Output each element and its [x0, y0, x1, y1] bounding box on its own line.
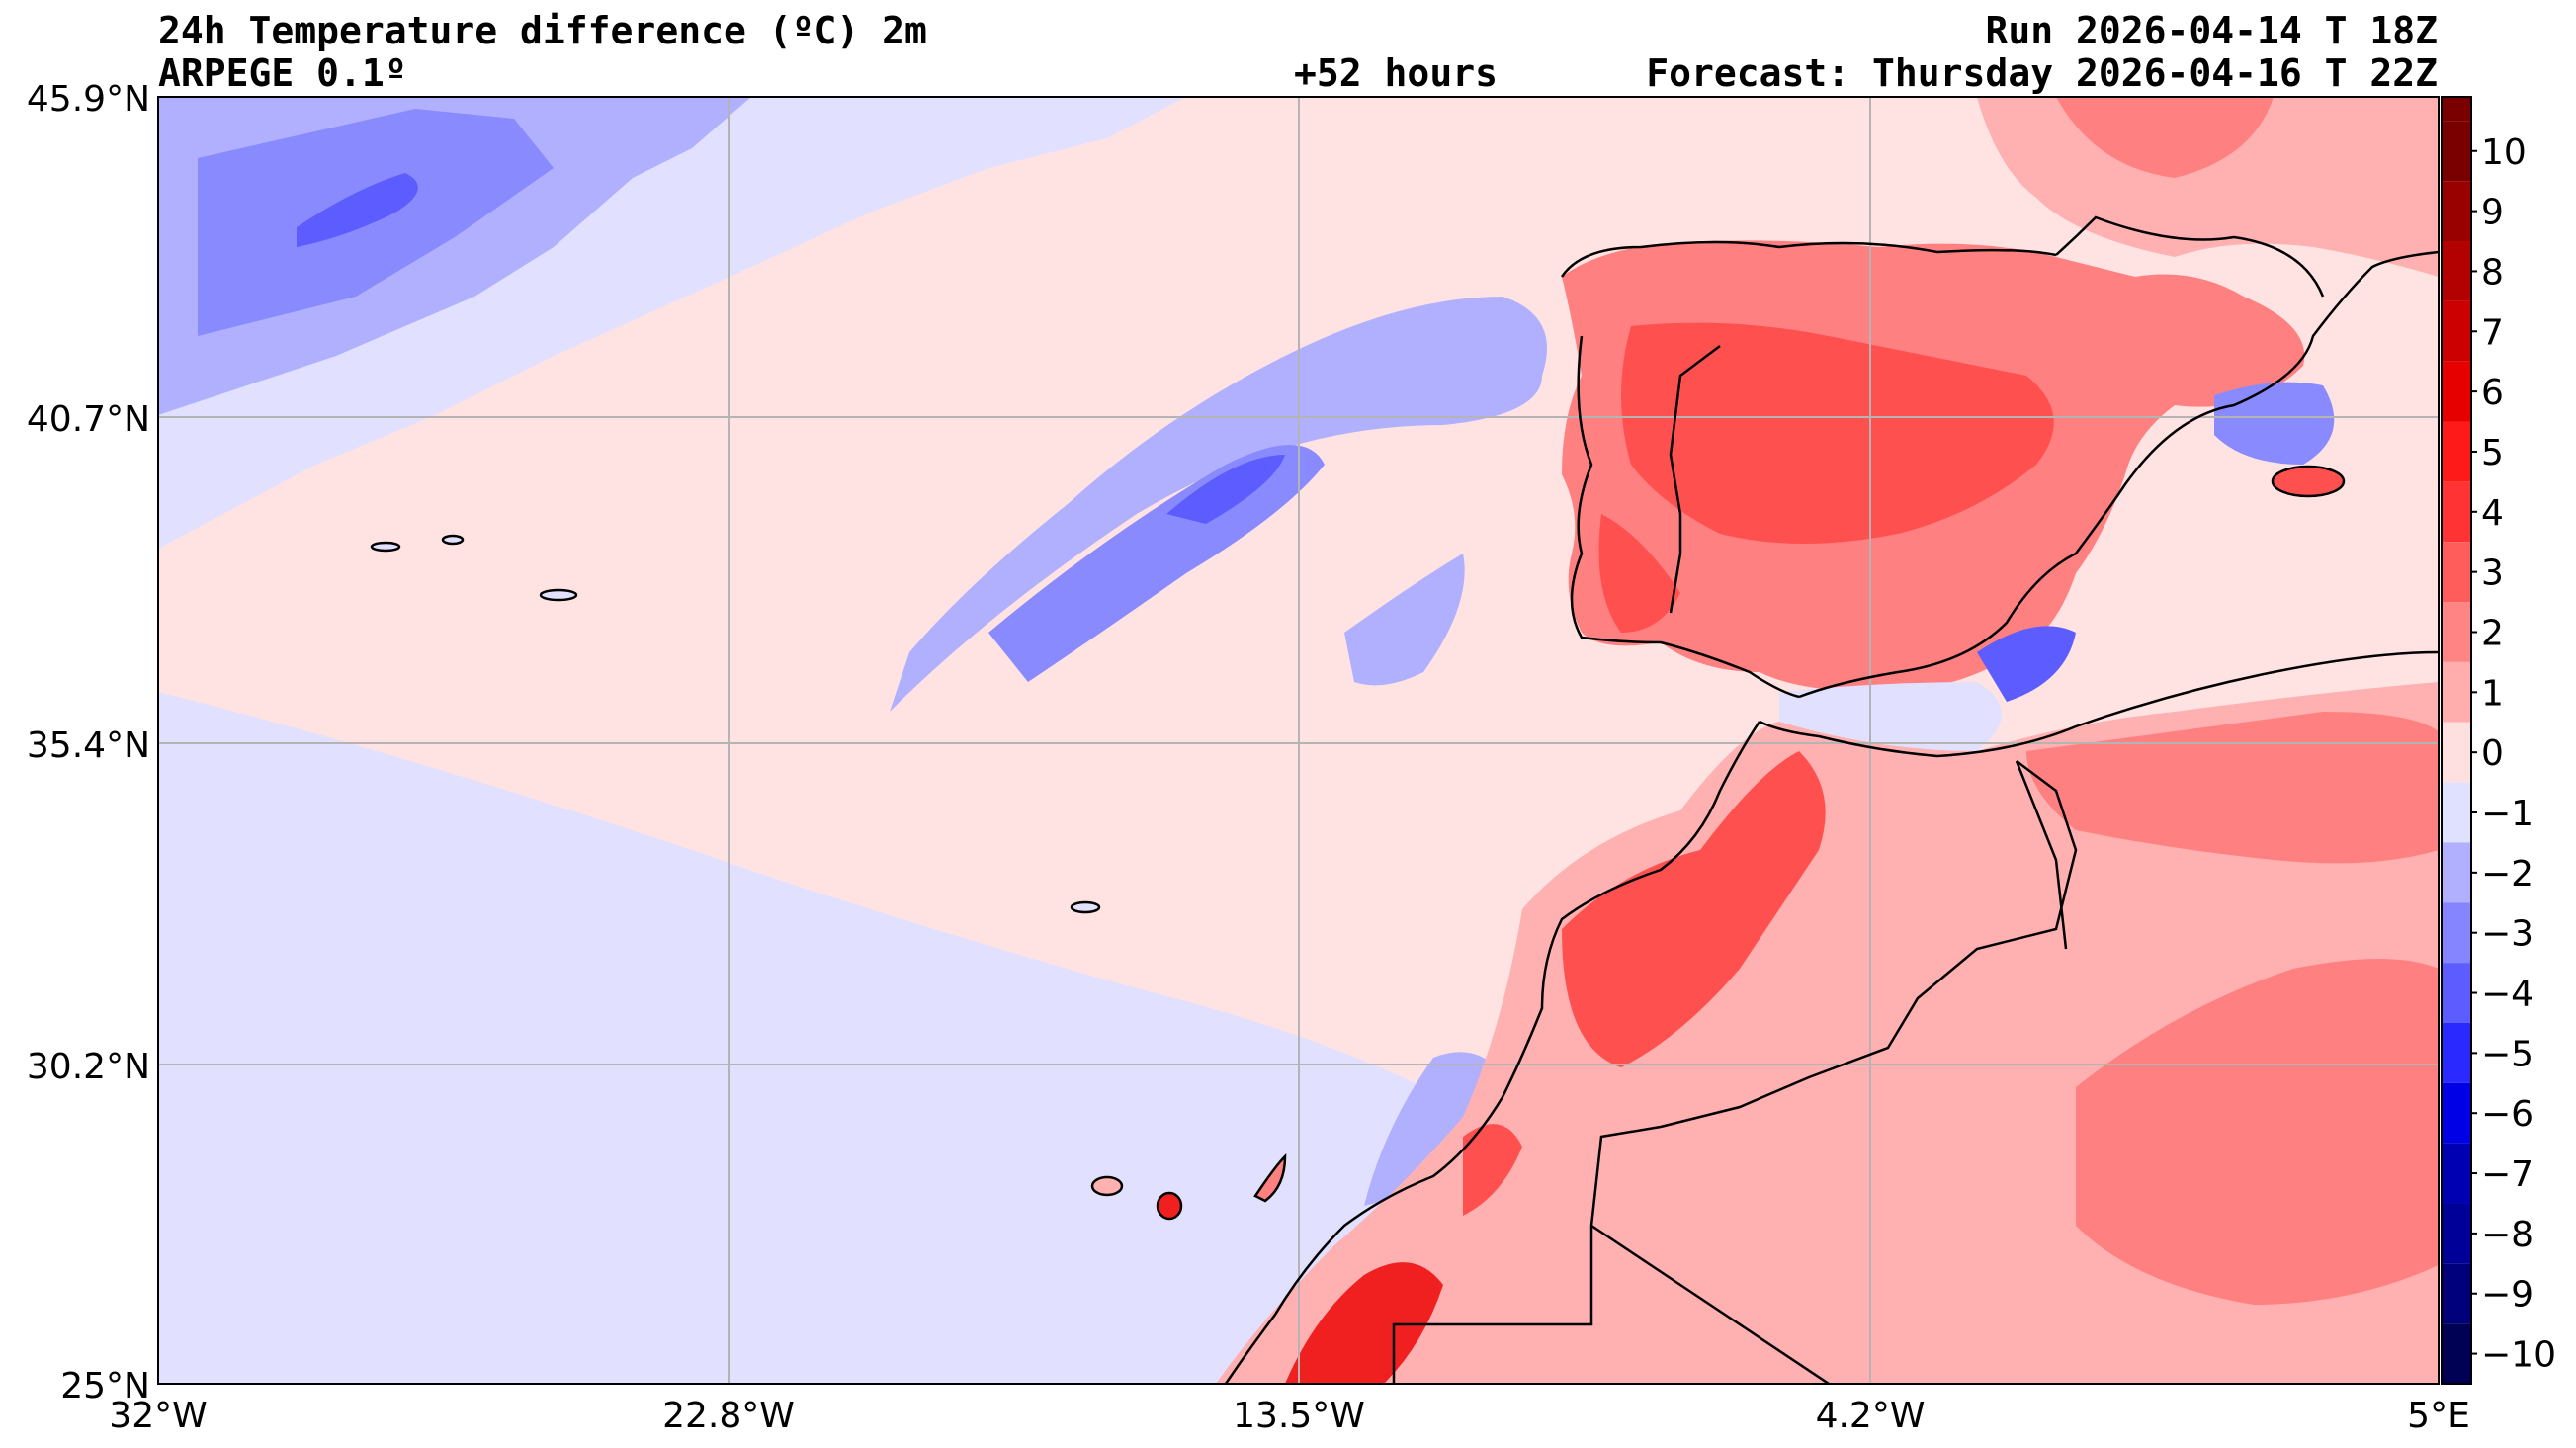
colorbar-label: −8 [2481, 1215, 2533, 1255]
colorbar-swatch [2442, 1022, 2471, 1083]
cool-tongue-central [890, 297, 1547, 712]
lat-tick-label: 35.4°N [27, 725, 150, 766]
colorbar-label: 9 [2481, 193, 2504, 233]
iberia-warm-core [1621, 322, 2054, 544]
coastal-warm-spot [1463, 1124, 1522, 1216]
lon-tick-label: 22.8°W [662, 1396, 795, 1436]
cool-tongue-core-2 [1166, 455, 1285, 524]
run-label: Run 2026-04-14 T 18Z [1985, 9, 2438, 52]
colorbar-swatch [2442, 421, 2471, 482]
colorbar-swatch [2442, 1203, 2471, 1264]
lat-tick-label: 30.2°N [27, 1047, 150, 1087]
colorbar-swatch [2442, 121, 2471, 182]
colorbar-label: 6 [2481, 373, 2504, 413]
island-madeira [1070, 900, 1101, 914]
island-azores-3 [441, 534, 465, 546]
lat-tick-label: 45.9°N [27, 79, 150, 120]
model-label: ARPEGE 0.1º [158, 51, 407, 95]
lat-tick-label: 25°N [60, 1366, 150, 1406]
cool-patch-central [1344, 554, 1465, 686]
colorbar-label: −2 [2481, 854, 2533, 894]
colorbar-label: 2 [2481, 613, 2504, 653]
colorbar-label: −9 [2481, 1275, 2533, 1316]
colorbar-swatch [2442, 661, 2471, 723]
cool-region-nw-3 [198, 109, 554, 336]
colorbar-swatch [2442, 361, 2471, 422]
island-azores-1 [539, 588, 578, 602]
colorbar-label: −7 [2481, 1154, 2533, 1195]
colorbar-label: −1 [2481, 794, 2533, 834]
portugal-warm-core [1598, 514, 1680, 633]
colorbar-swatch [2442, 481, 2471, 543]
forecast-label: Forecast: Thursday 2026-04-16 T 22Z [1646, 51, 2438, 95]
warm-patch-atlantic [692, 771, 1186, 911]
island-sardinia [2271, 465, 2346, 498]
colorbar-swatch [2442, 241, 2471, 301]
colorbar-swatch [2442, 1082, 2471, 1144]
colorbar-swatch [2442, 1143, 2471, 1204]
map-frame [157, 96, 2440, 1385]
cool-tongue-core-1 [988, 445, 1325, 682]
france-warm-core [2056, 97, 2274, 178]
lat-tick-label: 40.7°N [27, 399, 150, 440]
colorbar-label: 10 [2481, 132, 2527, 173]
cool-core-nw [297, 173, 418, 247]
colorbar-swatch [2442, 842, 2471, 903]
colorbar-label: 4 [2481, 493, 2504, 534]
colorbar-label: 8 [2481, 252, 2504, 293]
colorbar-label: −6 [2481, 1094, 2533, 1135]
colorbar-swatch [2442, 97, 2471, 122]
colorbar-label: −5 [2481, 1034, 2533, 1074]
atlas-warm-core [1562, 751, 1826, 1067]
lon-tick-label: 4.2°W [1816, 1396, 1926, 1436]
island-azores-2 [370, 541, 401, 553]
colorbar-label: 1 [2481, 673, 2504, 714]
lead-time-label: +52 hours [1294, 51, 1498, 95]
colorbar-frame [2441, 96, 2472, 1385]
colorbar-label: −3 [2481, 914, 2533, 955]
island-canary-3 [1090, 1175, 1124, 1197]
colorbar-swatch [2442, 300, 2471, 362]
balearic-cool-patch [2214, 382, 2335, 465]
colorbar-swatch [2442, 542, 2471, 603]
alboran-cool-patch [1977, 626, 2076, 702]
colorbar-label: −10 [2481, 1335, 2556, 1376]
map-area[interactable] [158, 97, 2439, 1384]
colorbar-swatch [2442, 1263, 2471, 1324]
cool-region-southwest [158, 692, 1463, 1384]
colorbar-swatch [2442, 963, 2471, 1023]
colorbar-label: 5 [2481, 433, 2504, 473]
algeria-warm-north [2026, 712, 2439, 864]
colorbar-swatch [2442, 722, 2471, 783]
lon-tick-label: 13.5°W [1233, 1396, 1365, 1436]
colorbar-swatch [2442, 782, 2471, 843]
chart-title: 24h Temperature difference (ºC) 2m [158, 9, 927, 52]
island-canary-2 [1253, 1152, 1287, 1203]
sahara-warm-patch [2076, 959, 2439, 1305]
colorbar-label: 0 [2481, 733, 2504, 774]
colorbar-swatch [2442, 181, 2471, 242]
islands [370, 465, 2346, 1221]
lon-tick-label: 32°W [109, 1396, 207, 1436]
colorbar-swatch [2442, 1323, 2471, 1384]
colorbar-label: 3 [2481, 554, 2504, 594]
island-canary-1 [1156, 1191, 1183, 1221]
colorbar-label: −4 [2481, 975, 2533, 1015]
lon-tick-label: 5°E [2407, 1396, 2470, 1436]
colorbar-swatch [2442, 902, 2471, 964]
coastal-hot-spot [1285, 1262, 1443, 1384]
coastlines [1224, 215, 2439, 1384]
graticule [158, 97, 2439, 1384]
colorbar-label: 7 [2481, 312, 2504, 353]
colorbar-swatch [2442, 602, 2471, 662]
